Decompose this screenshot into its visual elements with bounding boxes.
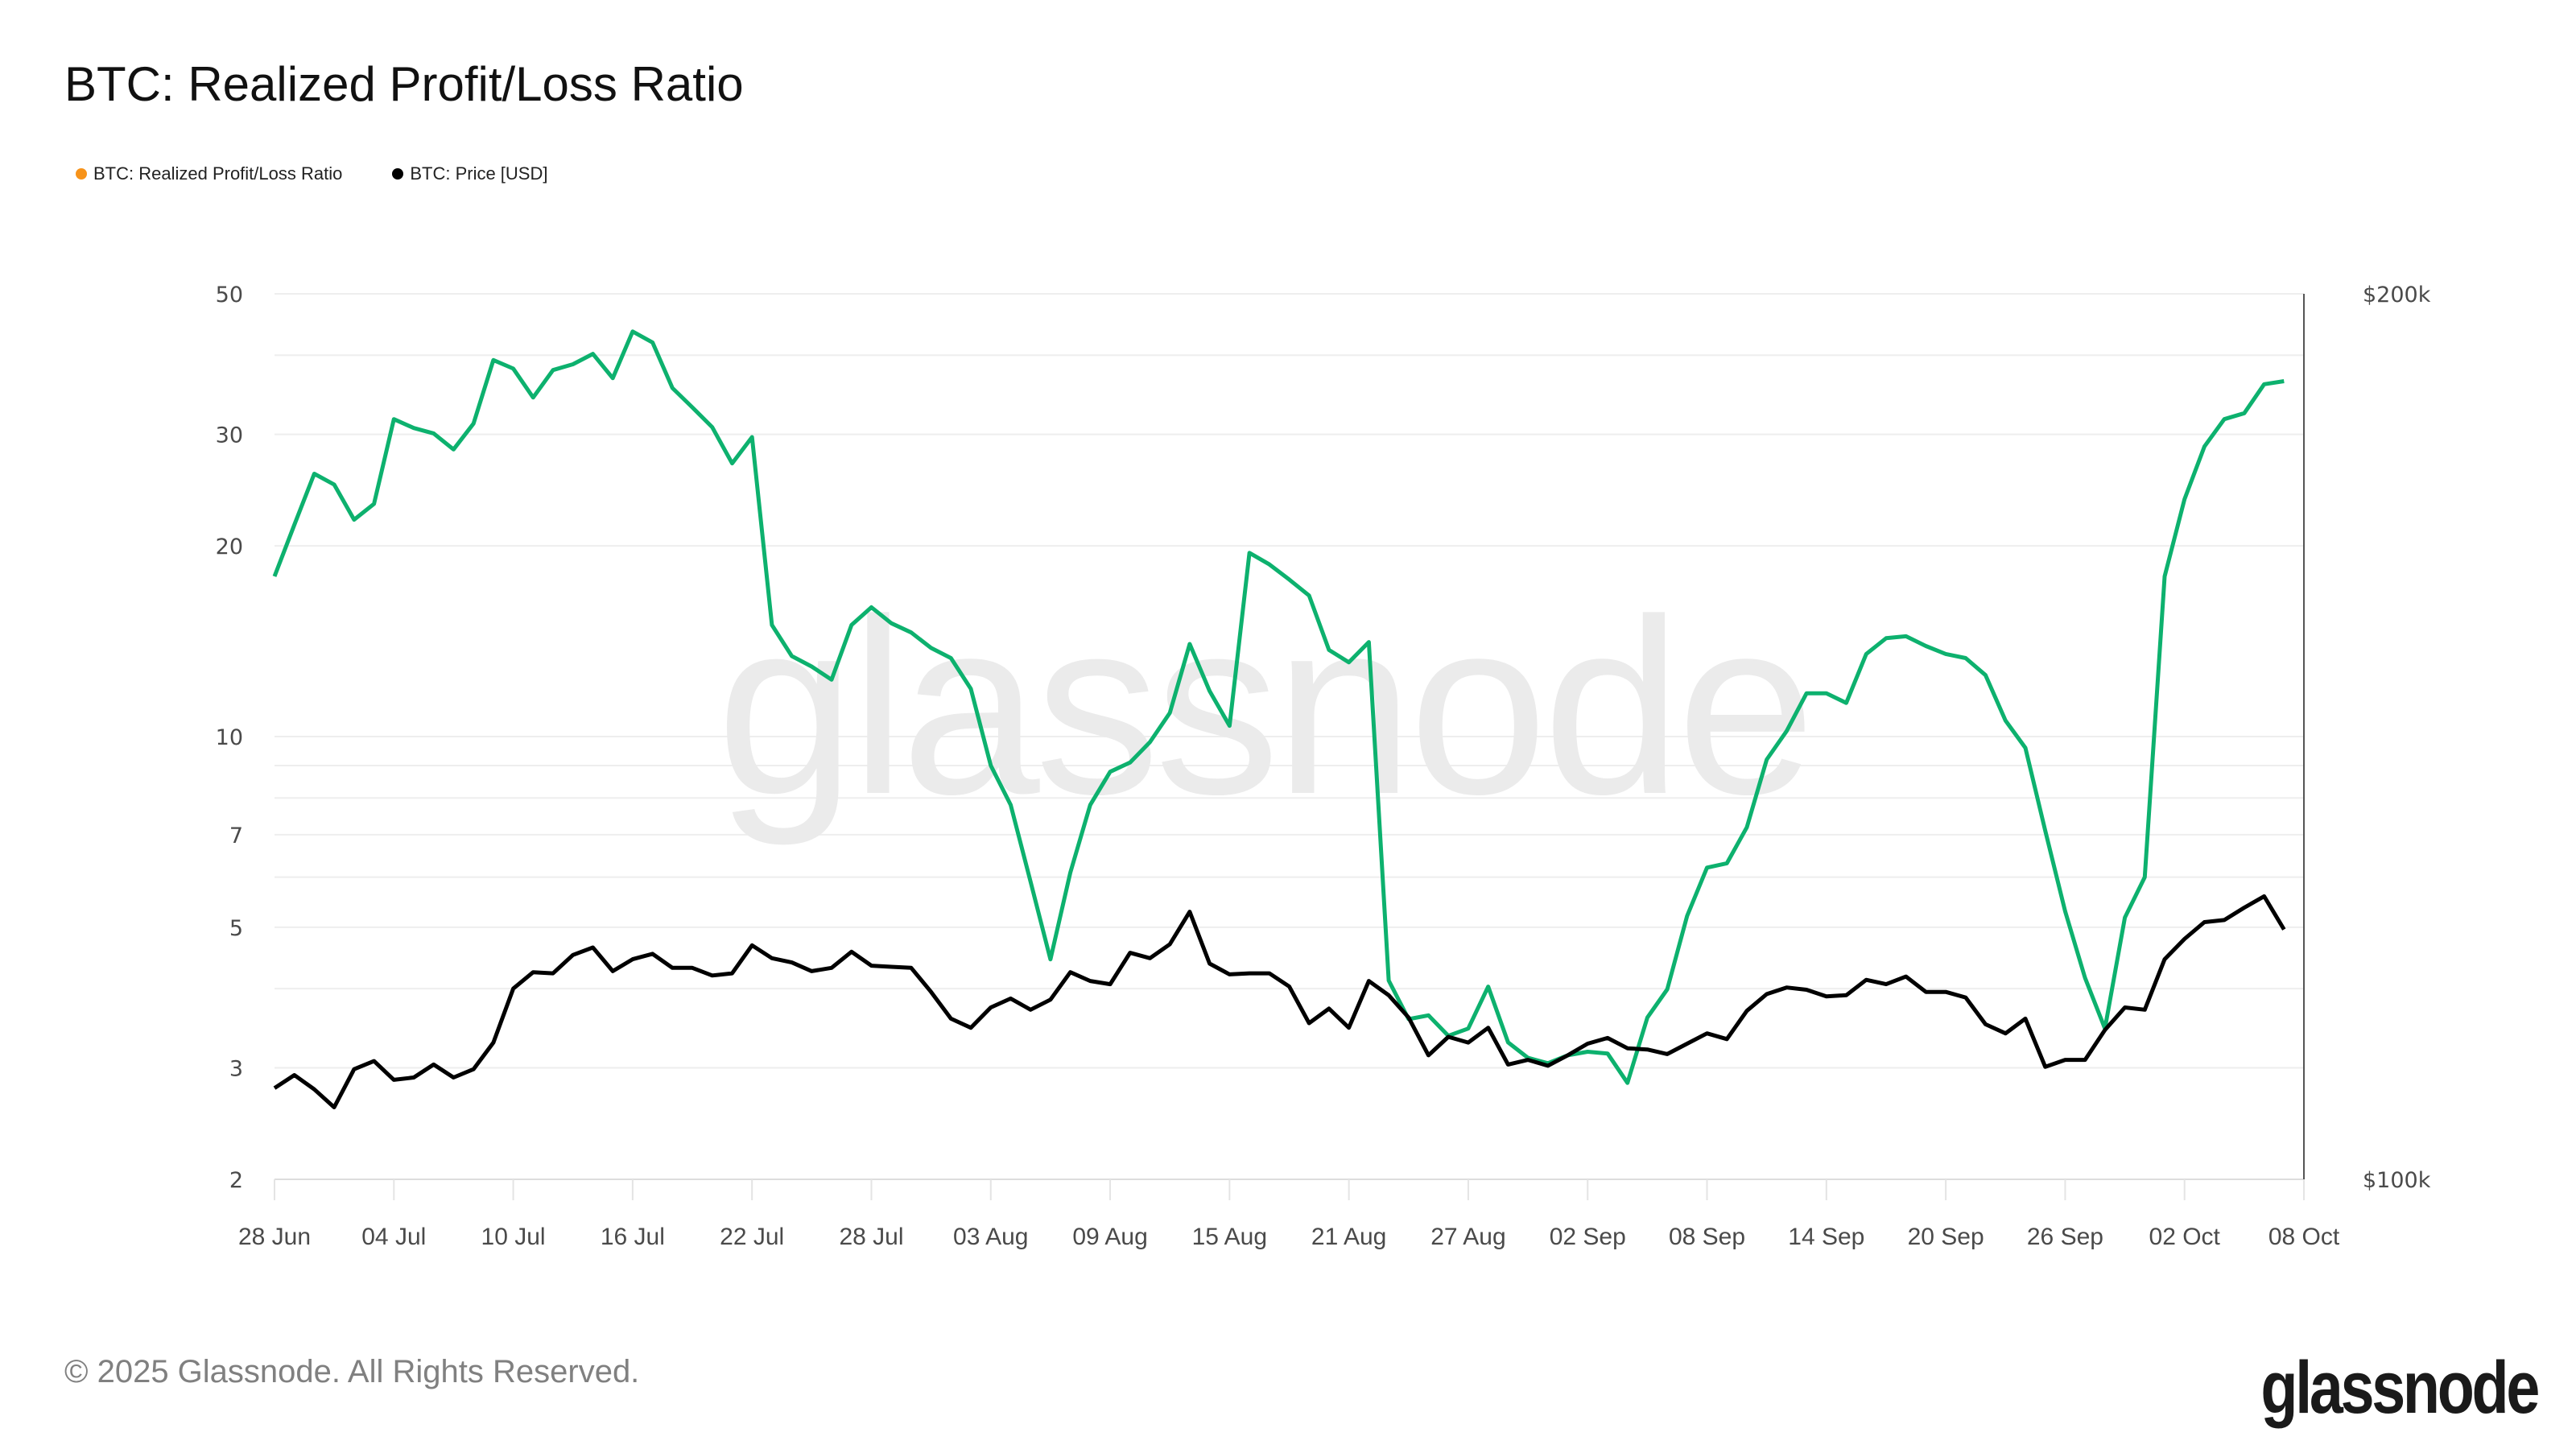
x-tick-label: 21 Aug bbox=[1311, 1224, 1386, 1250]
ratio-series-line[interactable] bbox=[272, 329, 2285, 1085]
x-tick-label: 27 Aug bbox=[1430, 1224, 1505, 1250]
y-tick-label: 10 bbox=[216, 725, 243, 750]
x-tick-label: 28 Jul bbox=[839, 1224, 903, 1250]
x-tick-label: 15 Aug bbox=[1192, 1224, 1267, 1250]
legend-dot-black-icon bbox=[392, 168, 404, 180]
y-tick-label: 7 bbox=[229, 824, 243, 848]
y-tick-label: 2 bbox=[229, 1168, 243, 1193]
y2-tick-label: $200k bbox=[2363, 283, 2431, 308]
x-tick-label: 04 Jul bbox=[361, 1224, 426, 1250]
legend-dot-orange-icon bbox=[76, 168, 87, 180]
x-tick-label: 08 Oct bbox=[2268, 1224, 2340, 1250]
y-tick-label: 3 bbox=[229, 1056, 243, 1081]
y2-tick-label: $100k bbox=[2363, 1168, 2431, 1193]
price-series-line[interactable] bbox=[273, 894, 2286, 1109]
x-tick-label: 02 Oct bbox=[2149, 1224, 2221, 1250]
y-tick-label: 20 bbox=[216, 535, 243, 559]
x-tick-label: 09 Aug bbox=[1072, 1224, 1147, 1250]
y-tick-label: 50 bbox=[216, 283, 243, 308]
x-tick-label: 28 Jun bbox=[238, 1224, 311, 1250]
x-tick-label: 20 Sep bbox=[1908, 1224, 1984, 1250]
y-tick-label: 30 bbox=[216, 423, 243, 448]
y-axis-left: 2 3 5 7 10 20 30 50 bbox=[216, 283, 243, 1193]
legend-item-ratio[interactable]: BTC: Realized Profit/Loss Ratio bbox=[76, 163, 342, 184]
x-tick-marks bbox=[274, 1179, 2305, 1200]
x-tick-label: 22 Jul bbox=[720, 1224, 784, 1250]
x-tick-label: 16 Jul bbox=[601, 1224, 665, 1250]
copyright-text: © 2025 Glassnode. All Rights Reserved. bbox=[64, 1354, 640, 1389]
legend: BTC: Realized Profit/Loss Ratio BTC: Pri… bbox=[76, 163, 547, 184]
x-tick-label: 10 Jul bbox=[481, 1224, 546, 1250]
x-tick-label: 26 Sep bbox=[2027, 1224, 2103, 1250]
x-axis: 28 Jun 04 Jul 10 Jul 16 Jul 22 Jul 28 Jul 03 A… bbox=[238, 1224, 2340, 1250]
legend-item-price[interactable]: BTC: Price [USD] bbox=[392, 163, 547, 184]
x-tick-label: 08 Sep bbox=[1669, 1224, 1745, 1250]
y-axis-right: $100k $200k bbox=[2363, 283, 2431, 1193]
x-tick-label: 14 Sep bbox=[1788, 1224, 1864, 1250]
y-tick-label: 5 bbox=[229, 916, 243, 941]
x-tick-label: 03 Aug bbox=[953, 1224, 1028, 1250]
x-tick-label: 02 Sep bbox=[1550, 1224, 1626, 1250]
legend-label-price: BTC: Price [USD] bbox=[410, 163, 548, 184]
chart-title: BTC: Realized Profit/Loss Ratio bbox=[64, 57, 744, 111]
legend-label-ratio: BTC: Realized Profit/Loss Ratio bbox=[93, 163, 343, 184]
watermark-text: glassnode bbox=[716, 567, 1810, 848]
glassnode-logo: glassnode bbox=[2260, 1347, 2540, 1429]
